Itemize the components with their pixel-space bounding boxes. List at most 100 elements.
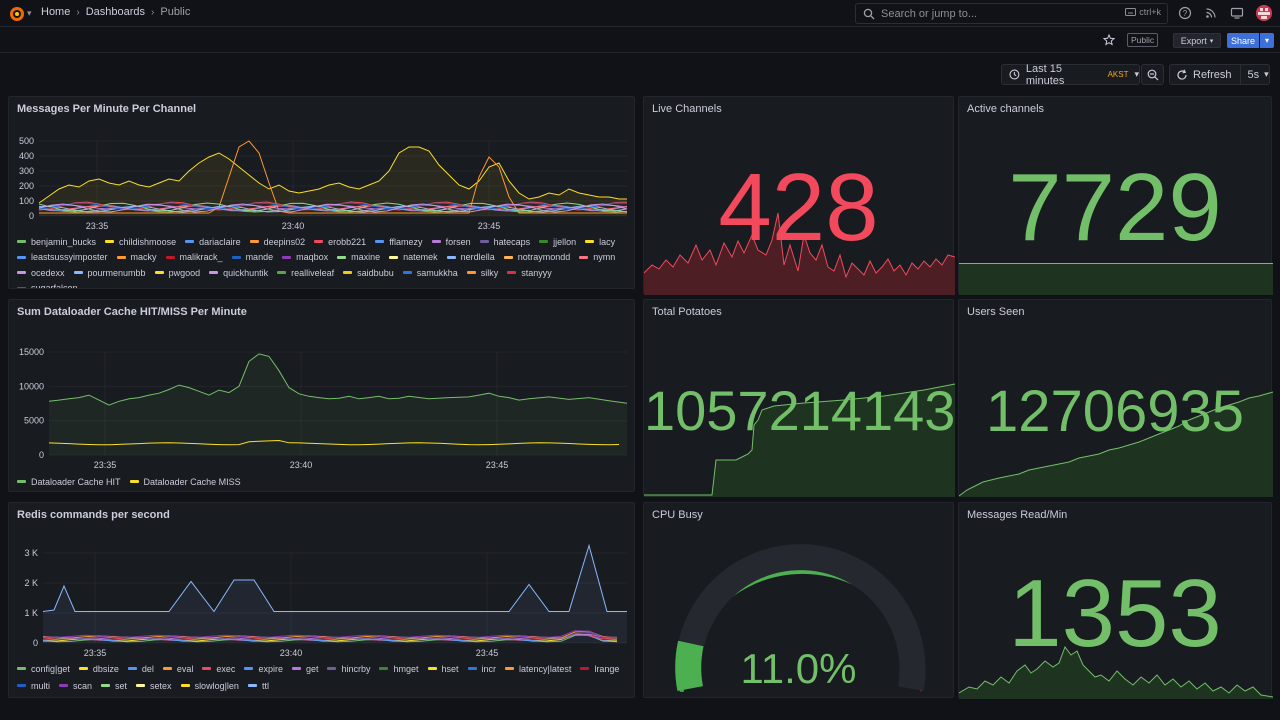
legend-item[interactable]: notraymondd (503, 250, 570, 266)
legend-item[interactable]: realliveleaf (277, 265, 334, 281)
time-range-label: Last 15 minutes (1025, 62, 1065, 87)
y-tick-label: 2 K (24, 578, 38, 588)
legend-item[interactable]: maxine (337, 250, 380, 266)
legend-item[interactable]: leastsussyimposter (17, 250, 108, 266)
legend-item[interactable]: del (127, 661, 154, 677)
legend-label: saidbubu (357, 267, 394, 278)
y-tick-label: 400 (19, 151, 34, 161)
refresh-picker[interactable]: Refresh 5s ▾ (1169, 64, 1270, 85)
legend-item[interactable]: incr (467, 661, 496, 677)
legend-item[interactable]: mande (231, 250, 273, 266)
legend-item[interactable]: benjamin_bucks (17, 234, 96, 250)
legend-label: childishmoose (119, 236, 177, 247)
legend-swatch (17, 667, 26, 671)
x-tick-label: 23:35 (84, 648, 107, 658)
legend-item[interactable]: Dataloader Cache MISS (129, 474, 241, 490)
legend-item[interactable]: lrange (580, 661, 619, 677)
legend-item[interactable]: childishmoose (105, 234, 176, 250)
legend-item[interactable]: eval (162, 661, 193, 677)
breadcrumb-home[interactable]: Home (41, 6, 71, 18)
star-icon[interactable] (1103, 34, 1115, 46)
legend-item[interactable]: dariaclaire (185, 234, 241, 250)
legend-swatch (539, 240, 549, 244)
legend-item[interactable]: malikrack_ (165, 250, 223, 266)
search-placeholder: Search or jump to... (881, 7, 977, 20)
legend-item[interactable]: silky (466, 265, 498, 281)
legend-label: realliveleaf (291, 267, 335, 278)
monitor-icon[interactable] (1230, 6, 1244, 20)
legend-label: exec (216, 663, 236, 674)
legend-item[interactable]: maqbox (282, 250, 328, 266)
legend-item[interactable]: ttl (247, 678, 269, 694)
menu-chevron-down-icon[interactable]: ▾ (27, 8, 32, 18)
export-button[interactable]: Export ▾ (1173, 33, 1221, 48)
zoom-out-icon (1147, 69, 1158, 80)
legend-item[interactable]: quickhuntik (209, 265, 268, 281)
time-range-picker[interactable]: Last 15 minutes AKST ▾ (1001, 62, 1140, 87)
share-dropdown-button[interactable]: ▾ (1260, 33, 1274, 48)
legend-item[interactable]: config|get (17, 661, 70, 677)
legend-swatch (291, 667, 301, 671)
clock-icon (1009, 69, 1020, 80)
search-input[interactable]: Search or jump to... ctrl+k (855, 3, 1168, 24)
share-button[interactable]: Share (1227, 33, 1259, 48)
legend-item[interactable]: deepins02 (249, 234, 305, 250)
legend-item[interactable]: forsen (431, 234, 471, 250)
legend-swatch (101, 684, 111, 688)
legend-item[interactable]: hmget (379, 661, 419, 677)
legend-item[interactable]: jjellon (539, 234, 576, 250)
legend-label: nymn (593, 252, 616, 263)
legend-item[interactable]: lacy (585, 234, 615, 250)
legend-item[interactable]: macky (116, 250, 157, 266)
legend-item[interactable]: setex (136, 678, 172, 694)
avatar[interactable] (1256, 5, 1272, 21)
series-line (38, 146, 627, 204)
panel-cpu-busy: CPU Busy 11.0% (643, 502, 954, 698)
legend-item[interactable]: dbsize (78, 661, 119, 677)
grafana-logo-icon[interactable] (8, 5, 26, 23)
legend-item[interactable]: erobb221 (314, 234, 366, 250)
legend-swatch (17, 240, 26, 244)
legend-item[interactable]: nerdlella (446, 250, 495, 266)
legend-item[interactable]: ocedexx (17, 265, 65, 281)
legend-item[interactable]: expire (244, 661, 283, 677)
legend-item[interactable]: get (291, 661, 318, 677)
legend-swatch (505, 667, 515, 671)
legend-item[interactable]: stanyyy (507, 265, 552, 281)
legend-item[interactable]: saidbubu (343, 265, 394, 281)
help-icon[interactable]: ? (1178, 6, 1192, 20)
rss-icon[interactable] (1204, 6, 1218, 20)
legend-swatch (17, 684, 26, 688)
legend-item[interactable]: hatecaps (479, 234, 531, 250)
legend-item[interactable]: sugarfalcon (17, 281, 78, 288)
legend-item[interactable]: nymn (579, 250, 615, 266)
legend-item[interactable]: natemek (389, 250, 438, 266)
legend-item[interactable]: Dataloader Cache HIT (17, 474, 121, 490)
legend-item[interactable]: exec (202, 661, 235, 677)
breadcrumb-dashboards[interactable]: Dashboards (85, 6, 146, 18)
legend-item[interactable]: latency|latest (505, 661, 571, 677)
chevron-down-icon: ▾ (1264, 69, 1269, 79)
legend-item[interactable]: slowlog|len (180, 678, 239, 694)
legend-item[interactable]: hset (427, 661, 459, 677)
panel-users-seen: Users Seen 12706935 (958, 299, 1273, 497)
legend-swatch (129, 480, 139, 484)
legend-item[interactable]: samukkha (402, 265, 458, 281)
zoom-out-button[interactable] (1141, 64, 1164, 85)
legend-item[interactable]: set (101, 678, 127, 694)
stat-value: 428 (718, 154, 879, 261)
legend-swatch (165, 255, 175, 259)
legend-item[interactable]: fflamezy (375, 234, 423, 250)
legend-label: set (115, 680, 128, 691)
legend-item[interactable]: pwgood (154, 265, 200, 281)
legend-item[interactable]: multi (17, 678, 50, 694)
top-navbar: ▾ Home › Dashboards › Public Search or j… (0, 0, 1280, 27)
legend-item[interactable]: pourmenumbb (73, 265, 146, 281)
legend-swatch (202, 667, 212, 671)
legend-label: natemek (403, 252, 438, 263)
legend-swatch (579, 255, 589, 259)
legend-label: hatecaps (493, 236, 531, 247)
legend-item[interactable]: scan (59, 678, 92, 694)
legend-item[interactable]: hincrby (327, 661, 370, 677)
y-tick-label: 5000 (24, 416, 44, 426)
